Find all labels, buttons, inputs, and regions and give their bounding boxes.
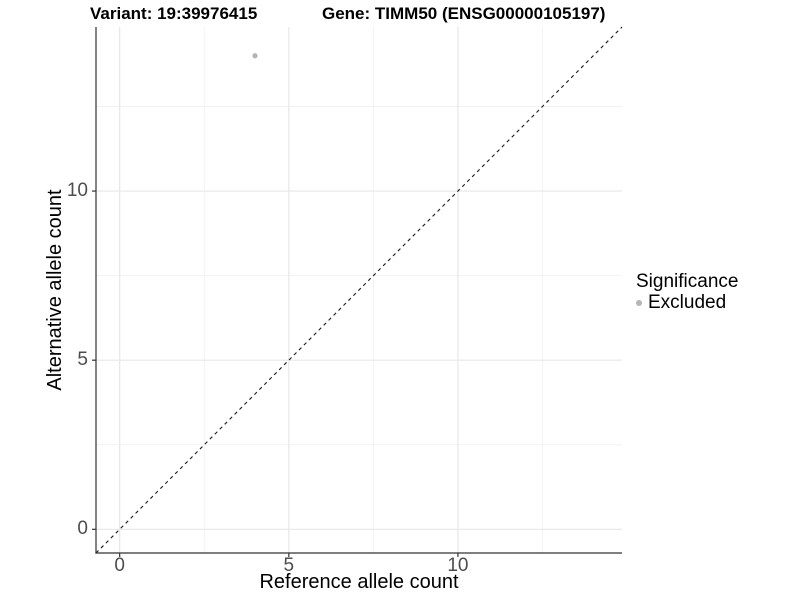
- identity-reference-line: [95, 26, 623, 554]
- legend-item-excluded: Excluded: [636, 292, 738, 313]
- data-point-excluded: [252, 53, 258, 59]
- x-axis-title: Reference allele count: [259, 571, 459, 593]
- y-tick-label: 5: [77, 349, 88, 371]
- legend-key-dot-icon: [636, 299, 642, 306]
- x-tick-label: 10: [447, 555, 469, 576]
- legend: Significance Excluded: [636, 271, 738, 313]
- plot-title-gene: Gene: TIMM50 (ENSG00000105197): [322, 4, 606, 23]
- plot-title-variant: Variant: 19:39976415: [90, 4, 258, 23]
- legend-item-label: Excluded: [648, 292, 727, 313]
- legend-title: Significance: [636, 271, 739, 292]
- y-tick-label: 0: [77, 518, 88, 540]
- x-tick-label: 0: [114, 555, 125, 576]
- y-axis-title: Alternative allele count: [44, 189, 66, 391]
- x-tick-label: 5: [283, 555, 295, 576]
- y-tick-label: 10: [66, 180, 88, 202]
